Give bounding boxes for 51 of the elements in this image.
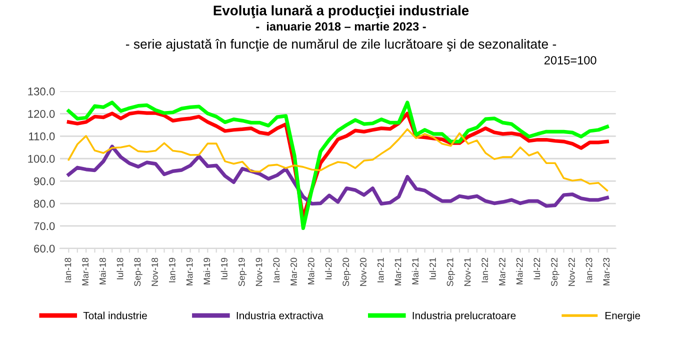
x-tick-label: Mar-21 (394, 258, 402, 286)
x-tick-label: Nov-22 (568, 258, 575, 286)
x-tick-label: Mar-20 (290, 258, 297, 286)
legend-label: Industria extractiva (236, 312, 324, 320)
y-tick-label: 100.0 (28, 154, 55, 163)
y-tick-label: 110.0 (29, 132, 55, 140)
x-tick-label: Mai-18 (99, 258, 106, 284)
x-tick-label: Mai-22 (516, 258, 523, 284)
x-tick-label: Nov-19 (256, 258, 262, 286)
x-tick-label: Mai-21 (412, 258, 419, 284)
text: 2015=100 (544, 56, 596, 64)
x-tick-label: Mar-22 (498, 258, 506, 286)
x-tick-label: Ian-23 (586, 258, 592, 282)
x-tick-label: Sep-20 (342, 258, 351, 286)
legend-label: Total industrie (83, 312, 147, 320)
x-tick-label: Ian-19 (168, 258, 176, 282)
x-tick-label: Ian-22 (482, 258, 488, 282)
x-tick-label: Mai-20 (308, 258, 314, 284)
chart-subtitle: - ianuarie 2018 – martie 2023 - (256, 22, 426, 31)
x-tick-label: Sep-19 (238, 258, 247, 286)
line-series (66, 100, 609, 230)
y-tick-label: 60.0 (34, 244, 55, 253)
chart-title: Evoluţia lunară a producţiei industriale (214, 5, 469, 18)
text: - serie ajustată în funcţie de numărul de zile lucrătoare şi de sezonalitate - (126, 38, 556, 52)
line-series (66, 144, 609, 208)
x-tick-label: Mar-23 (603, 258, 610, 286)
y-tick-label: 130.0 (28, 88, 55, 96)
x-tick-label: Mai-19 (203, 258, 210, 284)
legend-label: Industria prelucratoare (412, 312, 516, 322)
legend-label: Energie (605, 312, 640, 322)
x-tick-label: Iul-18 (116, 258, 124, 280)
x-tick-label: Iul-21 (429, 258, 436, 280)
line-series (68, 128, 608, 192)
x-tick-label: Iul-19 (220, 258, 228, 280)
x-tick-label: Sep-21 (446, 258, 456, 286)
y-tick-label: 120.0 (28, 110, 55, 118)
x-tick-label: Nov-18 (152, 258, 158, 286)
x-tick-label: Nov-21 (464, 258, 471, 286)
x-tick-label: Sep-22 (551, 258, 560, 286)
x-tick-label: Sep-18 (134, 258, 142, 286)
x-tick-label: Iul-20 (325, 258, 332, 280)
x-tick-label: Iul-22 (533, 258, 540, 280)
x-tick-label: Ian-21 (377, 258, 384, 282)
y-tick-label: 80.0 (34, 200, 55, 208)
x-tick-label: Ian-18 (64, 258, 72, 282)
y-tick-label: 90.0 (34, 177, 55, 186)
x-tick-label: Mar-19 (186, 258, 193, 286)
x-tick-label: Ian-20 (273, 258, 280, 282)
x-tick-label: Mar-18 (82, 258, 88, 286)
x-tick-label: Nov-20 (360, 258, 366, 286)
y-tick-label: 70.0 (34, 222, 55, 230)
